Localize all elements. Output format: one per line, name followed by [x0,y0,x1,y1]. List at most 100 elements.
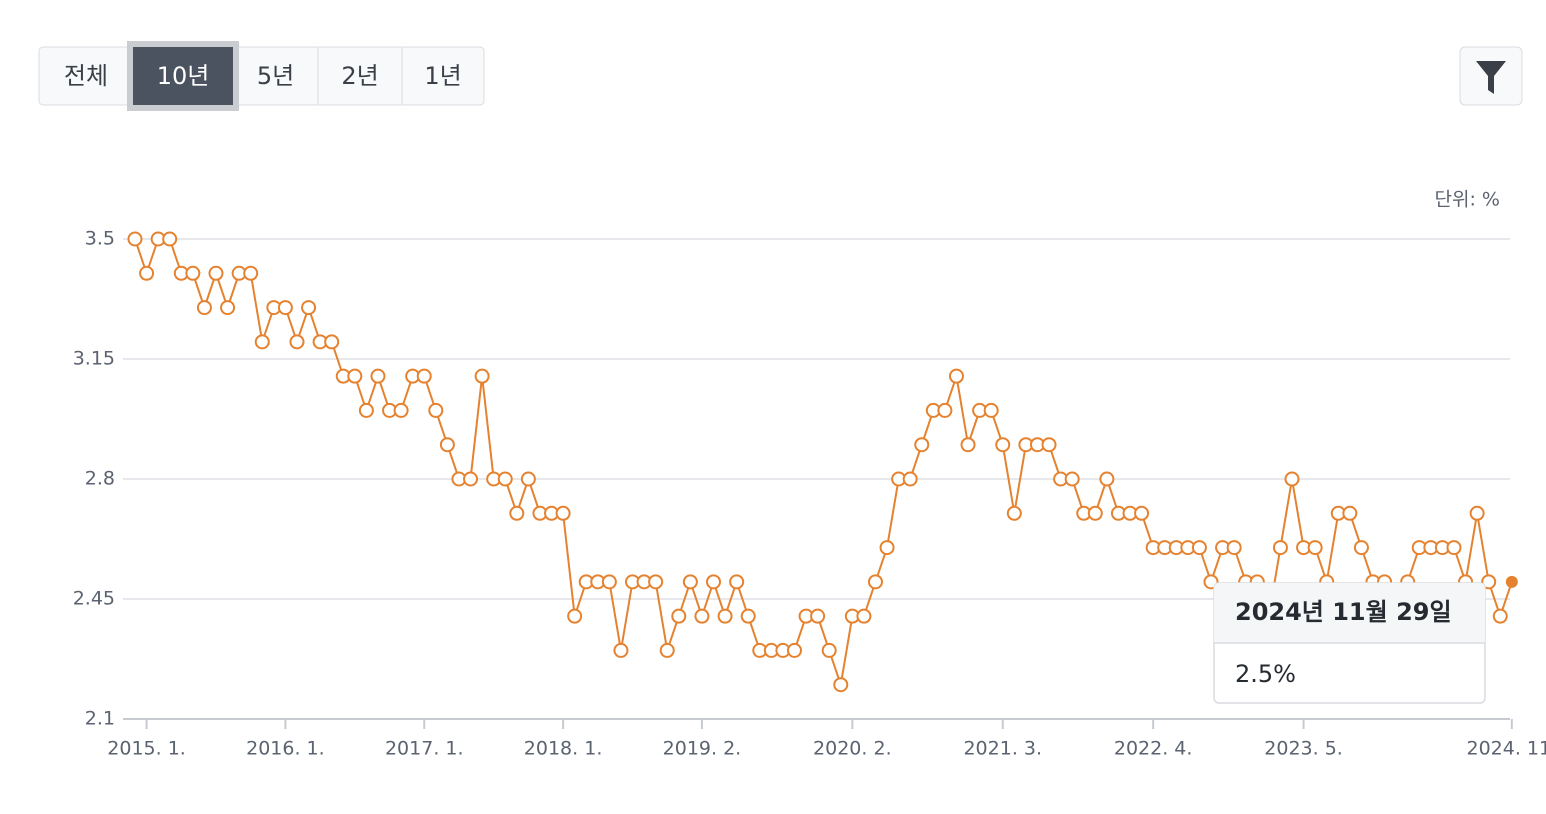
point [1446,540,1462,556]
x-tick-label: 2024. 11. [1467,738,1546,760]
point [1006,505,1022,521]
point [1041,437,1057,453]
point [162,231,178,247]
x-tick-label: 2019. 2. [663,738,742,760]
range-button[interactable]: 10년 [157,62,210,90]
point [1272,540,1288,556]
y-tick-label: 2.45 [73,588,115,610]
point [1226,540,1242,556]
range-button[interactable]: 5년 [257,62,294,90]
point [810,608,826,624]
point [682,574,698,590]
active-point [1505,575,1518,588]
x-tick-label: 2020. 2. [813,738,892,760]
point [659,642,675,658]
y-tick-label: 2.1 [85,708,115,730]
point [428,402,444,418]
point [185,265,201,281]
point [555,505,571,521]
point [301,300,317,316]
range-button[interactable]: 1년 [424,62,461,90]
point [648,574,664,590]
point [139,265,155,281]
point [254,334,270,350]
point [1342,505,1358,521]
point [1284,471,1300,487]
filter-button[interactable] [1459,46,1523,106]
x-tick-label: 2017. 1. [385,738,464,760]
point [879,540,895,556]
point [1492,608,1508,624]
point [613,642,629,658]
point [902,471,918,487]
point [821,642,837,658]
point [277,300,293,316]
point [439,437,455,453]
point [671,608,687,624]
point [786,642,802,658]
x-tick-label: 2023. 5. [1264,738,1343,760]
point [220,300,236,316]
point [717,608,733,624]
point [289,334,305,350]
point [856,608,872,624]
tooltip-date: 2024년 11월 29일 [1235,598,1452,626]
point [867,574,883,590]
point [601,574,617,590]
x-tick-label: 2016. 1. [246,738,325,760]
button-selected[interactable] [133,47,233,105]
point [1134,505,1150,521]
point [324,334,340,350]
point [1481,574,1497,590]
point [1353,540,1369,556]
y-tick-label: 3.5 [85,228,115,250]
point [937,402,953,418]
filter-icon [1476,61,1506,94]
x-tick-label: 2022. 4. [1114,738,1193,760]
point [208,265,224,281]
tooltip-header [1214,583,1485,643]
y-tick-label: 2.8 [85,468,115,490]
point [960,437,976,453]
range-button[interactable]: 전체 [64,62,108,90]
point [497,471,513,487]
point [1099,471,1115,487]
point [509,505,525,521]
range-button[interactable]: 2년 [341,62,378,90]
point [706,574,721,590]
point [1469,505,1485,521]
point [416,368,432,384]
point [729,574,745,590]
point [347,368,363,384]
point [995,437,1011,453]
point [243,265,259,281]
point [463,471,479,487]
point [1307,540,1323,556]
point [694,608,710,624]
point [833,677,849,693]
unit-label: 단위: % [1435,189,1500,211]
point [358,402,374,418]
tooltip: 2024년 11월 29일 2.5% [1213,582,1486,704]
point [983,402,999,418]
point [520,471,536,487]
point [1191,540,1207,556]
point [740,608,756,624]
point [948,368,964,384]
y-tick-label: 3.15 [73,348,115,370]
tooltip-value: 2.5% [1235,660,1296,688]
point [393,402,409,418]
point [370,368,386,384]
x-tick-label: 2018. 1. [524,738,603,760]
point [196,300,212,316]
x-tick-label: 2015. 1. [107,738,186,760]
point [914,437,930,453]
point [127,231,143,247]
x-tick-label: 2021. 3. [963,738,1042,760]
point [567,608,583,624]
point [1064,471,1080,487]
point [474,368,490,384]
